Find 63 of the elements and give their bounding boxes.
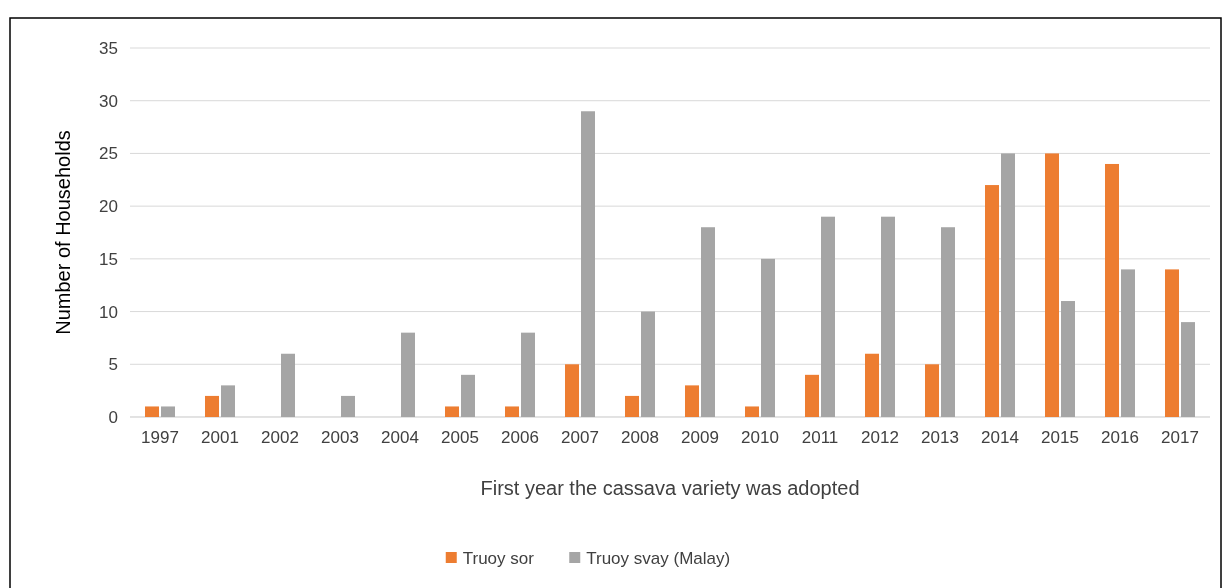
x-tick-label: 2004: [381, 428, 419, 448]
bar: [865, 353, 879, 417]
bar: [745, 406, 759, 417]
bar: [565, 364, 579, 417]
y-tick-label: 30: [99, 91, 118, 111]
y-tick-label: 25: [99, 144, 118, 164]
y-tick-label: 5: [108, 355, 118, 375]
bar: [701, 227, 715, 417]
bar: [205, 395, 219, 417]
x-tick-label: 2017: [1161, 428, 1199, 448]
x-tick-label: 2013: [921, 428, 959, 448]
y-tick-label: 35: [99, 38, 118, 58]
x-tick-label: 2008: [621, 428, 659, 448]
y-tick-label: 20: [99, 197, 118, 217]
y-tick-label: 15: [99, 249, 118, 269]
y-axis-title: Number of Households: [52, 130, 74, 335]
bar: [1045, 153, 1059, 417]
bar: [821, 216, 835, 417]
y-tick-label: 0: [108, 407, 118, 427]
bar: [445, 406, 459, 417]
x-tick-label: 2003: [321, 428, 359, 448]
bar: [521, 332, 535, 417]
bar: [625, 395, 639, 417]
bar: [581, 111, 595, 417]
bar: [221, 385, 235, 417]
x-axis-title: First year the cassava variety was adopted: [480, 477, 860, 499]
x-tick-label: 2006: [501, 428, 539, 448]
legend-label: Truoy svay (Malay): [586, 549, 731, 568]
bar: [761, 258, 775, 417]
x-tick-label: 2010: [741, 428, 779, 448]
bar: [985, 185, 999, 417]
x-tick-label: 1997: [141, 428, 179, 448]
bar: [641, 311, 655, 417]
bar: [461, 374, 475, 417]
legend-label: Truoy sor: [462, 549, 535, 568]
bar: [925, 364, 939, 417]
bar: [1121, 269, 1135, 417]
x-tick-label: 2002: [261, 428, 299, 448]
bar: [1105, 163, 1119, 417]
bar: [161, 406, 175, 417]
bar: [941, 227, 955, 417]
x-tick-label: 2005: [441, 428, 479, 448]
x-tick-label: 2012: [861, 428, 899, 448]
x-tick-label: 2016: [1101, 428, 1139, 448]
bar: [1165, 269, 1179, 417]
bar: [805, 374, 819, 417]
bar: [1181, 322, 1195, 417]
y-tick-label: 10: [99, 302, 118, 322]
bar: [685, 385, 699, 417]
bar: [145, 406, 159, 417]
bar: [505, 406, 519, 417]
bar: [1001, 153, 1015, 417]
x-tick-label: 2009: [681, 428, 719, 448]
x-tick-label: 2015: [1041, 428, 1079, 448]
bar: [401, 332, 415, 417]
bar: [1061, 301, 1075, 417]
bar: [881, 216, 895, 417]
x-tick-label: 2011: [801, 428, 839, 448]
bar: [281, 353, 295, 417]
x-tick-label: 2001: [201, 428, 239, 448]
x-tick-label: 2007: [561, 428, 599, 448]
bar: [341, 395, 355, 417]
x-tick-label: 2014: [981, 428, 1019, 448]
